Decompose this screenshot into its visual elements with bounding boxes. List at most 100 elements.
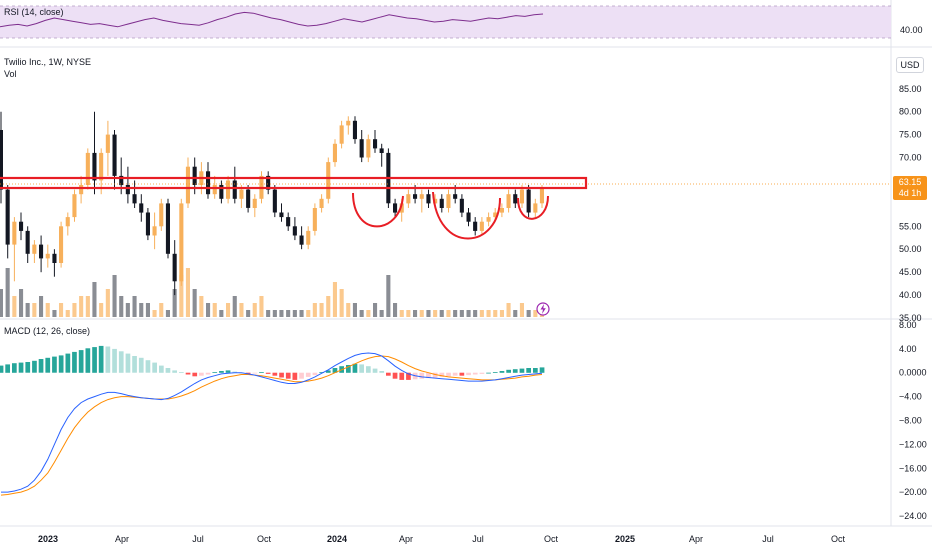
volume-bar: [499, 310, 504, 317]
candle-body: [45, 253, 50, 259]
candle-body: [192, 166, 197, 185]
candle-body: [366, 139, 371, 158]
volume-bar: [419, 310, 424, 317]
volume-bar: [292, 310, 297, 317]
time-axis-label: Apr: [115, 534, 129, 544]
volume-bar: [185, 268, 190, 317]
macd-tick-label: 4.00: [899, 344, 917, 354]
macd-tick-label: −4.00: [899, 392, 922, 402]
price-tick-label: 55.00: [899, 221, 922, 231]
candle-body: [185, 166, 190, 204]
candle-body: [533, 203, 538, 213]
time-axis-label: Jul: [472, 534, 484, 544]
macd-histogram-bar: [472, 372, 478, 375]
candle-body: [499, 208, 504, 213]
volume-bar: [206, 303, 211, 317]
macd-histogram-bar: [299, 372, 304, 379]
volume-bar: [172, 289, 177, 317]
candle-body: [246, 189, 251, 208]
macd-histogram-bar: [359, 364, 364, 373]
macd-histogram-bar: [219, 371, 224, 373]
symbol-title[interactable]: Twilio Inc., 1W, NYSE: [4, 57, 92, 67]
macd-histogram-bar: [539, 367, 545, 373]
macd-tick-label: 8.00: [899, 320, 917, 330]
volume-bar: [239, 303, 244, 317]
candle-body: [319, 198, 324, 208]
macd-histogram-bar: [399, 372, 405, 380]
price-tick-label: 40.00: [899, 290, 922, 300]
volume-bar: [65, 310, 70, 317]
volume-bar: [306, 310, 311, 317]
volume-bar: [25, 303, 30, 317]
volume-bar: [159, 303, 164, 317]
bar-countdown: 4d 1h: [898, 188, 922, 198]
macd-histogram-bar: [526, 368, 531, 373]
volume-bar: [359, 310, 364, 317]
macd-histogram-bar: [419, 372, 425, 379]
candle-body: [359, 139, 364, 158]
volume-bar: [479, 310, 484, 317]
candle-body: [12, 221, 17, 245]
volume-bar: [319, 303, 324, 317]
macd-histogram-bar: [252, 372, 258, 374]
volume-bar: [399, 310, 404, 317]
candle-body: [292, 226, 297, 236]
price-tick-label: 70.00: [899, 153, 922, 163]
volume-bar: [446, 310, 451, 317]
macd-histogram-bar: [499, 371, 505, 373]
candle-body: [125, 185, 130, 195]
volume-bar: [59, 303, 64, 317]
volume-bar: [386, 275, 391, 317]
candle-body: [105, 134, 110, 153]
macd-histogram-bar: [145, 360, 151, 373]
volume-bar: [165, 310, 170, 317]
macd-histogram-bar: [346, 365, 351, 373]
volume-bar: [439, 310, 444, 317]
candle-body: [352, 120, 357, 140]
candle-body: [145, 212, 150, 236]
volume-bar: [379, 310, 384, 317]
volume-bar: [266, 310, 271, 317]
volume-bar: [312, 303, 317, 317]
macd-histogram-bar: [72, 351, 77, 373]
volume-bar: [426, 310, 431, 317]
volume-bar: [346, 303, 351, 317]
macd-histogram-bar: [225, 370, 231, 373]
macd-histogram-bar: [38, 359, 44, 373]
volume-bar: [39, 296, 44, 317]
macd-histogram-bar: [112, 348, 117, 373]
volume-bar: [459, 310, 464, 317]
macd-histogram-bar: [265, 372, 271, 374]
time-axis-label: 2025: [615, 534, 635, 544]
volume-bar: [413, 310, 418, 317]
macd-histogram-bar: [305, 372, 311, 377]
macd-histogram-bar: [65, 353, 71, 373]
macd-histogram-bar: [25, 362, 31, 373]
time-axis-label: Oct: [831, 534, 846, 544]
volume-bar: [125, 303, 130, 317]
macd-histogram-bar: [98, 345, 104, 373]
macd-histogram-bar: [392, 372, 398, 379]
candle-body: [479, 221, 484, 231]
volume-bar: [473, 310, 478, 317]
candle-body: [519, 189, 524, 204]
candle-body: [459, 198, 464, 213]
macd-histogram-bar: [492, 372, 498, 373]
candle-body: [92, 152, 97, 181]
candle-body: [539, 188, 544, 204]
price-tick-label: 75.00: [899, 130, 922, 140]
candle-body: [219, 185, 224, 199]
volume-bar: [279, 310, 284, 317]
macd-histogram-bar: [279, 372, 284, 378]
volume-bar: [112, 275, 117, 317]
rsi-label: RSI (14, close): [4, 7, 64, 17]
candle-body: [19, 221, 24, 231]
candle-body: [286, 217, 291, 227]
macd-histogram-bar: [245, 372, 251, 374]
macd-histogram-bar: [459, 372, 465, 376]
macd-histogram-bar: [5, 364, 10, 373]
macd-histogram-bar: [0, 365, 4, 373]
macd-histogram-bar: [138, 357, 144, 373]
currency-button[interactable]: USD: [896, 57, 924, 73]
candle-body: [426, 194, 431, 204]
